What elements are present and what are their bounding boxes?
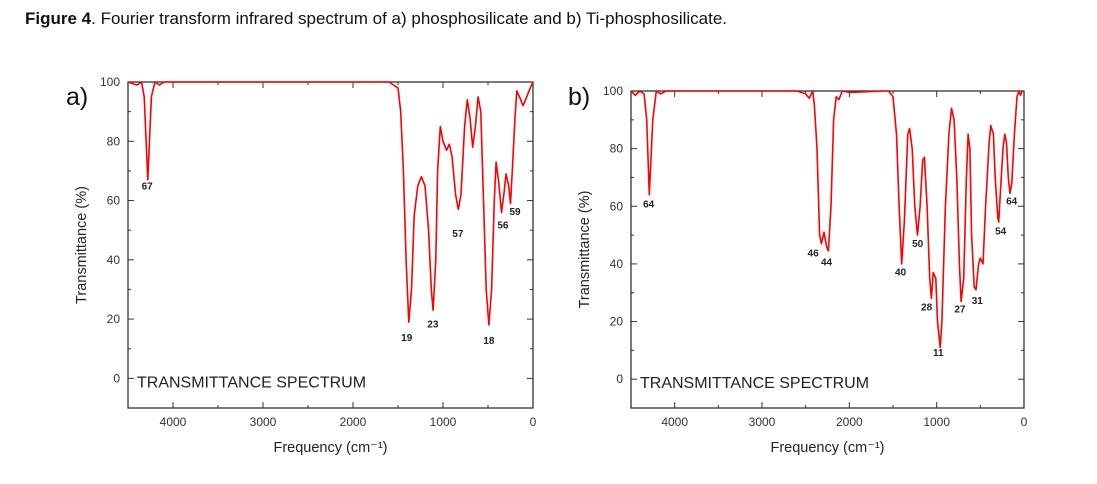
peak-label: 64 (643, 199, 655, 210)
peak-label: 50 (912, 239, 924, 250)
peak-label: 46 (808, 248, 820, 259)
peak-label: 18 (483, 336, 495, 347)
x-tick-label: 2000 (836, 415, 863, 429)
x-axis-label: Frequency (cm⁻¹) (273, 440, 387, 456)
y-tick-label: 40 (610, 257, 624, 271)
y-tick-label: 80 (107, 134, 121, 148)
x-tick-label: 1000 (430, 415, 457, 429)
x-tick-label: 1000 (923, 415, 950, 429)
y-tick-label: 0 (616, 372, 623, 386)
chart-panel-b: 0 20 40 60 80 100 4000 3000 2000 1000 0 Frequency (… (568, 83, 1028, 456)
figure-number: Figure 4 (25, 9, 92, 28)
peak-label: 23 (427, 320, 439, 331)
peak-label: 19 (401, 333, 413, 344)
x-tick-label: 4000 (160, 415, 187, 429)
spectrum-annotation: TRANSMITTANCE SPECTRUM (137, 374, 366, 391)
x-tick-label: 3000 (749, 415, 776, 429)
peak-label: 59 (509, 207, 521, 218)
peak-label: 28 (921, 303, 933, 314)
caption-text: . Fourier transform infrared spectrum of… (91, 9, 728, 28)
peak-label: 64 (1006, 197, 1018, 208)
plot-frame (127, 81, 534, 409)
x-tick-label: 0 (530, 415, 537, 429)
peak-label: 56 (497, 220, 509, 231)
chart-panel-a: 0 20 40 60 80 100 4000 3000 2000 1000 0 Frequency (… (66, 75, 537, 456)
y-tick-label: 60 (610, 199, 624, 213)
plot-frame (630, 90, 1025, 409)
peak-label: 40 (895, 268, 907, 279)
peak-label: 11 (933, 348, 944, 359)
x-tick-label: 0 (1021, 415, 1028, 429)
y-tick-label: 100 (100, 75, 120, 89)
spectrum-annotation: TRANSMITTANCE SPECTRUM (640, 375, 869, 392)
peak-label: 31 (972, 296, 984, 307)
peak-label: 44 (821, 258, 833, 269)
panel-label: b) (568, 83, 590, 111)
y-tick-label: 20 (610, 315, 624, 329)
figure-caption: Figure 4. Fourier transform infrared spe… (25, 9, 727, 29)
x-tick-label: 2000 (340, 415, 367, 429)
x-tick-label: 3000 (250, 415, 277, 429)
y-tick-label: 60 (107, 194, 121, 208)
panel-label: a) (66, 83, 88, 111)
peak-label: 67 (142, 182, 154, 193)
y-tick-label: 20 (107, 312, 121, 326)
x-tick-label: 4000 (661, 415, 688, 429)
peak-label: 27 (954, 305, 966, 316)
x-axis-label: Frequency (cm⁻¹) (770, 440, 884, 456)
y-tick-label: 0 (113, 371, 120, 385)
y-tick-label: 80 (610, 142, 624, 156)
peak-label: 54 (995, 226, 1007, 237)
spectrum-line (630, 90, 1024, 349)
y-axis-label: Transmittance (%) (577, 191, 593, 309)
spectrum-line (127, 81, 534, 326)
y-axis-label: Transmittance (%) (74, 186, 90, 304)
y-tick-label: 40 (107, 253, 121, 267)
y-tick-label: 100 (603, 84, 623, 98)
peak-label: 57 (452, 229, 464, 240)
